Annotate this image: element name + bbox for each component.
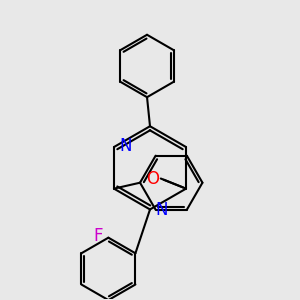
- Text: N: N: [155, 201, 168, 219]
- Text: O: O: [146, 170, 159, 188]
- Text: F: F: [94, 227, 103, 245]
- Text: N: N: [119, 137, 132, 155]
